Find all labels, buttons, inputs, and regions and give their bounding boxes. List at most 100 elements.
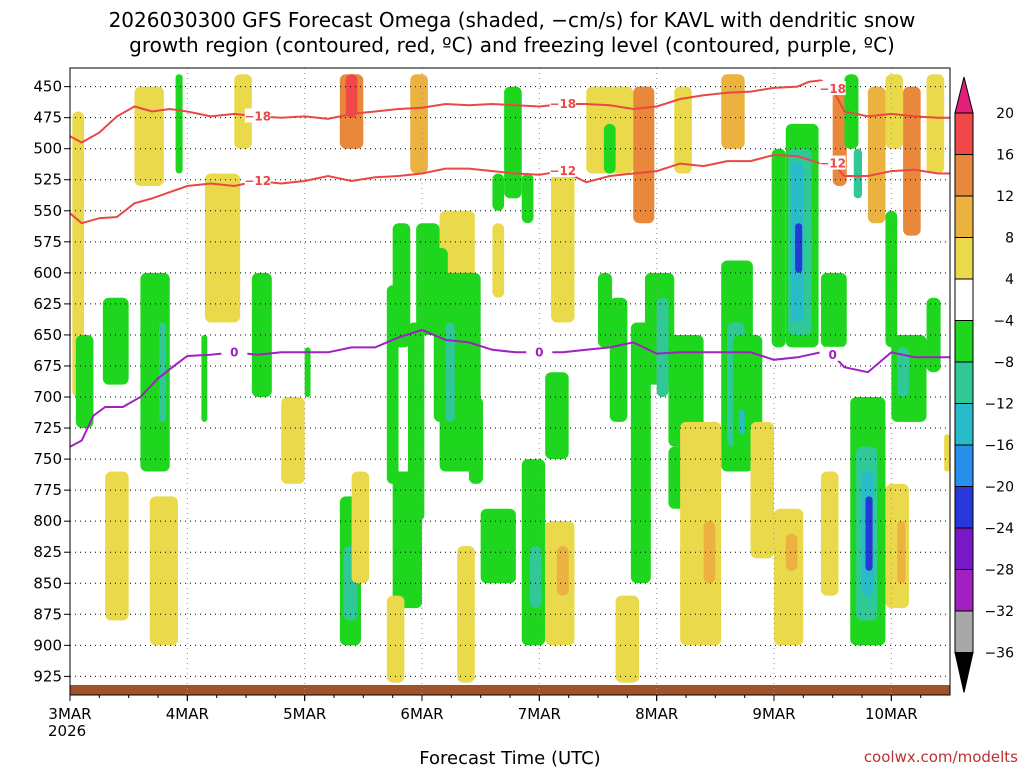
colorbar-label-0: 20 (996, 106, 1014, 122)
y-tick-label-925: 925 (33, 667, 62, 685)
x-axis-title: Forecast Time (UTC) (419, 748, 600, 768)
colorbar-swatch-11 (954, 527, 974, 570)
omega-cell-86 (785, 533, 798, 571)
colorbar-label-5: −4 (993, 314, 1014, 330)
omega-cell-87 (820, 471, 839, 596)
omega-cell-3 (234, 74, 252, 149)
omega-cell-30 (386, 285, 399, 484)
contour-label-0-1: −18 (549, 97, 576, 111)
omega-cell-51 (668, 334, 704, 447)
omega-cell-71 (897, 347, 909, 398)
omega-cell-41 (521, 173, 534, 224)
colorbar-top-triangle (954, 76, 974, 114)
contour-label-bg-0-2 (819, 81, 846, 96)
contour-label-0-2: −18 (819, 82, 846, 96)
omega-cell-12 (674, 86, 692, 174)
contour-label-bg-0-1 (549, 96, 576, 111)
omega-cell-0 (72, 111, 85, 398)
contour-label-0-0: −18 (244, 109, 271, 123)
omega-cell-46 (603, 123, 616, 174)
x-tick-label-2: 5MAR (283, 705, 326, 723)
y-tick-label-625: 625 (33, 295, 62, 313)
y-tick-label-550: 550 (33, 202, 62, 220)
omega-cell-18 (926, 74, 945, 174)
y-tick-label-475: 475 (33, 109, 62, 127)
contour-label-1-1: −12 (549, 164, 576, 178)
colorbar-swatch-12 (954, 569, 974, 612)
omega-cell-9 (551, 173, 575, 323)
y-tick-label-850: 850 (33, 574, 62, 592)
omega-cell-83 (703, 521, 716, 584)
omega-cell-20 (102, 297, 129, 385)
omega-cell-48 (630, 322, 651, 584)
omega-cell-24 (201, 334, 208, 422)
contour-label-bg-2-1 (526, 344, 553, 359)
colorbar-label-11: −28 (984, 563, 1014, 579)
omega-cell-23 (175, 74, 183, 174)
omega-cell-72 (926, 297, 941, 373)
colorbar-swatch-1 (954, 112, 974, 155)
omega-cell-73 (105, 471, 129, 621)
y-tick-label-575: 575 (33, 233, 62, 251)
y-tick-label-600: 600 (33, 264, 62, 282)
y-tick-label-775: 775 (33, 481, 62, 499)
y-tick-label-500: 500 (33, 140, 62, 158)
colorbar-label-10: −24 (984, 521, 1014, 537)
omega-cell-26 (304, 347, 311, 398)
contour-label-bg-2-0 (221, 344, 248, 359)
colorbar-label-2: 12 (996, 189, 1014, 205)
omega-cell-68 (865, 496, 873, 571)
omega-cell-16 (885, 74, 904, 149)
omega-cell-64 (853, 148, 862, 199)
omega-cell-43 (529, 546, 542, 609)
omega-cell-69 (885, 210, 898, 348)
omega-cell-80 (556, 546, 569, 596)
y-tick-label-875: 875 (33, 605, 62, 623)
omega-cell-84 (750, 421, 774, 559)
x-tick-label-3: 6MAR (400, 705, 443, 723)
colorbar-swatch-8 (954, 403, 974, 446)
colorbar-bottom-triangle (954, 652, 974, 693)
omega-cell-77 (386, 595, 405, 683)
omega-cell-89 (897, 521, 906, 584)
omega-cell-44 (545, 372, 569, 460)
contour-label-bg-1-2 (819, 155, 846, 170)
omega-cell-62 (820, 272, 847, 348)
y-tick-label-450: 450 (33, 78, 62, 96)
colorbar-legend: 20 16 12 8 4 −4 −8 −12 −16 −20 −24 −28 −32 −36 (954, 76, 1014, 693)
colorbar-label-6: −8 (993, 355, 1014, 371)
y-tick-label-525: 525 (33, 171, 62, 189)
terrain-ground-band (70, 685, 950, 695)
y-axis-pressure-labels: 450 475 500 525 550 575 600 625 650 675 700 725 750 7… (33, 78, 70, 685)
y-tick-label-725: 725 (33, 419, 62, 437)
x-tick-label-4: 7MAR (518, 705, 561, 723)
colorbar-swatch-10 (954, 486, 974, 529)
omega-cell-76 (351, 471, 370, 584)
omega-cell-90 (944, 434, 950, 472)
omega-shading-layer (72, 74, 950, 683)
omega-cell-15 (867, 86, 886, 224)
y-tick-label-900: 900 (33, 636, 62, 654)
omega-cell-82 (680, 421, 722, 646)
x-tick-label-6: 9MAR (752, 705, 795, 723)
x-axis-date-labels: 3MAR 4MAR 5MAR 6MAR 7MAR 8MAR 9MAR 10MAR (48, 695, 922, 723)
temperature-contours: −18 −18 −18 −12 −12 −12 0 0 0 (69, 79, 950, 448)
omega-cell-39 (480, 508, 516, 584)
omega-cell-38 (492, 173, 505, 211)
x-tick-label-5: 8MAR (635, 705, 678, 723)
y-tick-label-825: 825 (33, 543, 62, 561)
omega-cell-47 (609, 297, 628, 422)
contour-label-2-0: 0 (230, 345, 238, 359)
gridlines (70, 68, 950, 695)
colorbar-label-7: −12 (984, 397, 1014, 413)
omega-cell-11 (633, 86, 655, 224)
omega-cell-6 (410, 74, 428, 174)
contour-label-1-0: −12 (244, 174, 271, 188)
colorbar-swatch-9 (954, 444, 974, 487)
omega-cell-85 (774, 508, 804, 646)
omega-cell-63 (844, 74, 859, 149)
colorbar-label-8: −16 (984, 438, 1014, 454)
contour-label-bg-2-2 (819, 346, 846, 361)
contour-label-bg-0-0 (244, 108, 271, 123)
x-tick-label-1: 4MAR (166, 705, 209, 723)
